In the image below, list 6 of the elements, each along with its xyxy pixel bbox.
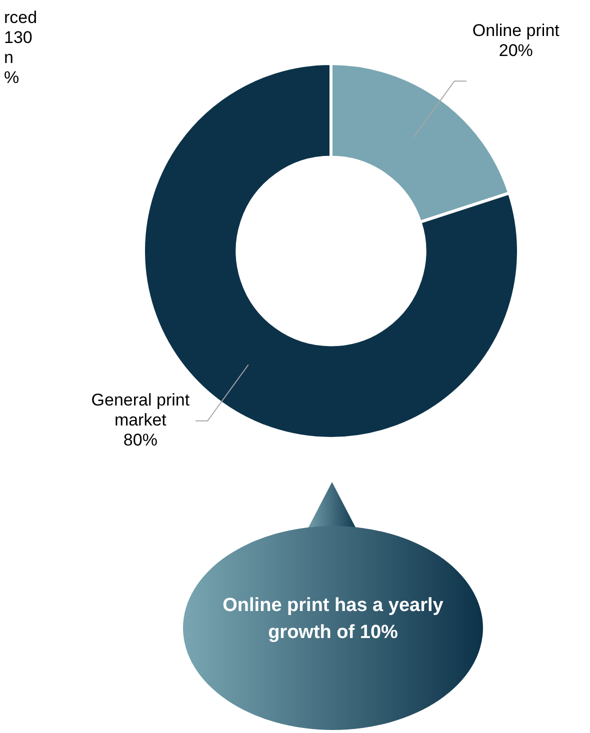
data-label: 20% [498,40,533,60]
slice-label: Online print [472,20,560,40]
text: rced 130 n % [4,8,38,88]
data-label: 80% [123,430,158,450]
slice-label: General print market [91,390,190,430]
text: Online print has a yearly growth of 10% [222,594,444,645]
